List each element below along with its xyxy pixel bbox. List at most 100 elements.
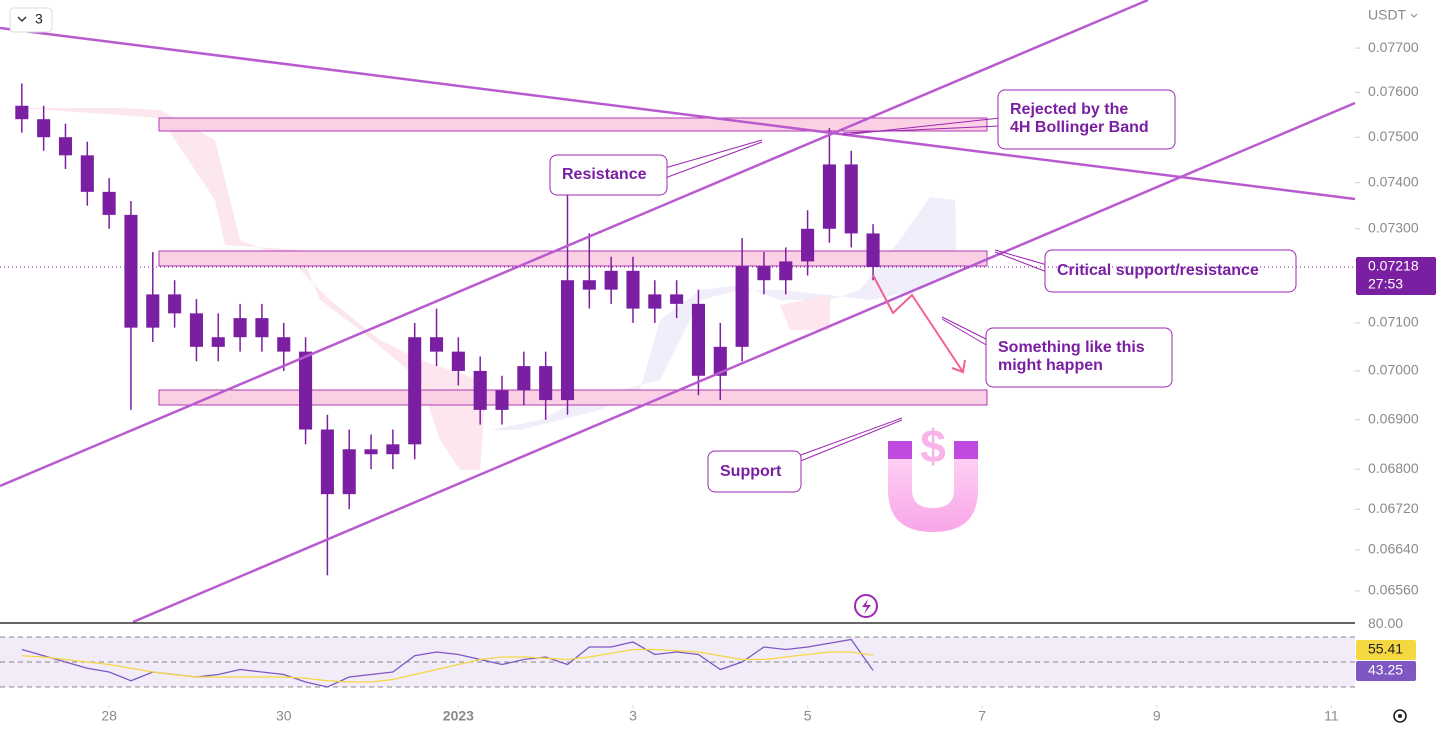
- y-tick-label: 0.06800: [1368, 460, 1419, 476]
- candle-body: [408, 337, 422, 445]
- annotations: Rejected by the 4H Bollinger Band Resist…: [549, 89, 1297, 493]
- candle: [80, 141, 94, 206]
- candle: [560, 191, 575, 415]
- trend-lines: [0, 0, 1356, 624]
- annotation: might happen: [998, 357, 1103, 374]
- candle: [15, 83, 29, 133]
- candle: [713, 322, 727, 401]
- candle: [866, 224, 880, 281]
- candle: [58, 123, 73, 169]
- candle: [451, 337, 465, 386]
- y-tick-label: 0.07000: [1368, 362, 1419, 378]
- candle: [211, 313, 225, 362]
- indicator-toggle[interactable]: 3: [9, 7, 53, 33]
- y-tick-label: 0.06900: [1368, 410, 1419, 426]
- candle-body: [517, 366, 531, 391]
- candle: [517, 351, 531, 405]
- countdown: 27:53: [1368, 276, 1403, 292]
- candle: [299, 337, 313, 445]
- candle-body: [124, 214, 138, 328]
- candle-body: [299, 351, 313, 430]
- candle: [473, 356, 487, 425]
- candle: [582, 233, 596, 309]
- candle: [757, 252, 771, 295]
- annotation: 4H Bollinger Band: [1010, 119, 1149, 136]
- magnet-icon: $: [888, 420, 978, 532]
- y-tick-label: 0.07700: [1368, 39, 1419, 55]
- candle: [801, 210, 815, 276]
- candle-body: [168, 294, 182, 314]
- candle-body: [866, 233, 880, 268]
- svg-text:$: $: [920, 420, 946, 472]
- candle-body: [473, 370, 487, 410]
- y-tick-label: 80.00: [1368, 615, 1403, 631]
- candle: [168, 280, 182, 328]
- annotation: Support: [720, 463, 782, 480]
- candle: [124, 201, 138, 410]
- candle: [844, 150, 858, 248]
- candle-body: [211, 337, 225, 347]
- candle-body: [429, 337, 444, 352]
- candle: [320, 414, 334, 576]
- candle-body: [560, 280, 575, 401]
- candle: [735, 238, 749, 362]
- trend-line: [0, 26, 1356, 201]
- value-tag-text: 55.41: [1368, 641, 1403, 657]
- value-tag: [1356, 640, 1416, 660]
- candle-body: [189, 313, 203, 347]
- indicator-line: [21, 648, 874, 683]
- plot: [15, 83, 880, 576]
- y-tick-label: 0.06560: [1368, 582, 1419, 598]
- annotation-box: [549, 154, 668, 196]
- candle: [648, 280, 662, 323]
- candle-body: [757, 266, 771, 281]
- cloud: [20, 108, 957, 470]
- annotation-box: [1044, 249, 1297, 293]
- candle-body: [691, 303, 706, 376]
- projection-arrow: [872, 274, 966, 374]
- candle-body: [320, 429, 334, 495]
- candle: [255, 303, 269, 352]
- lightning-icon: [854, 594, 878, 618]
- x-tick-label: 5: [804, 708, 812, 724]
- candle-body: [37, 119, 51, 138]
- candle-body: [822, 164, 836, 229]
- candle: [429, 308, 444, 367]
- x-tick-label: 3: [629, 708, 637, 724]
- currency[interactable]: USDT: [1368, 7, 1407, 23]
- candle: [342, 429, 356, 510]
- y-tick-label: 0.07600: [1368, 83, 1419, 99]
- candle-body: [58, 137, 73, 156]
- candle-body: [844, 164, 858, 234]
- candle-body: [277, 337, 291, 352]
- candle: [604, 256, 618, 304]
- candle-body: [582, 280, 596, 290]
- annotation-box: [707, 450, 802, 493]
- y-tick-label: 0.07300: [1368, 219, 1419, 235]
- candle-body: [539, 366, 553, 401]
- annotation-box: [997, 89, 1176, 150]
- candle-body: [255, 318, 269, 338]
- zone: [158, 117, 988, 132]
- zone: [158, 250, 988, 267]
- candle: [408, 322, 422, 460]
- x-tick-label: 2023: [443, 708, 474, 724]
- candle: [364, 434, 378, 470]
- value-tag: [1356, 661, 1416, 681]
- candle-body: [495, 390, 509, 410]
- settings-icon[interactable]: [1393, 709, 1407, 723]
- indicator-count: 3: [35, 11, 43, 27]
- annotation: Something like this: [998, 339, 1145, 356]
- candle: [233, 303, 247, 352]
- candle: [626, 256, 640, 323]
- trend-line: [132, 101, 1356, 624]
- candle-body: [102, 191, 116, 215]
- price-tag: [1356, 257, 1436, 296]
- value-tag-text: 43.25: [1368, 662, 1403, 678]
- candle: [691, 289, 706, 396]
- candle-body: [233, 318, 247, 338]
- candle-body: [779, 261, 793, 281]
- candle: [779, 247, 793, 295]
- y-tick-label: 0.07400: [1368, 173, 1419, 189]
